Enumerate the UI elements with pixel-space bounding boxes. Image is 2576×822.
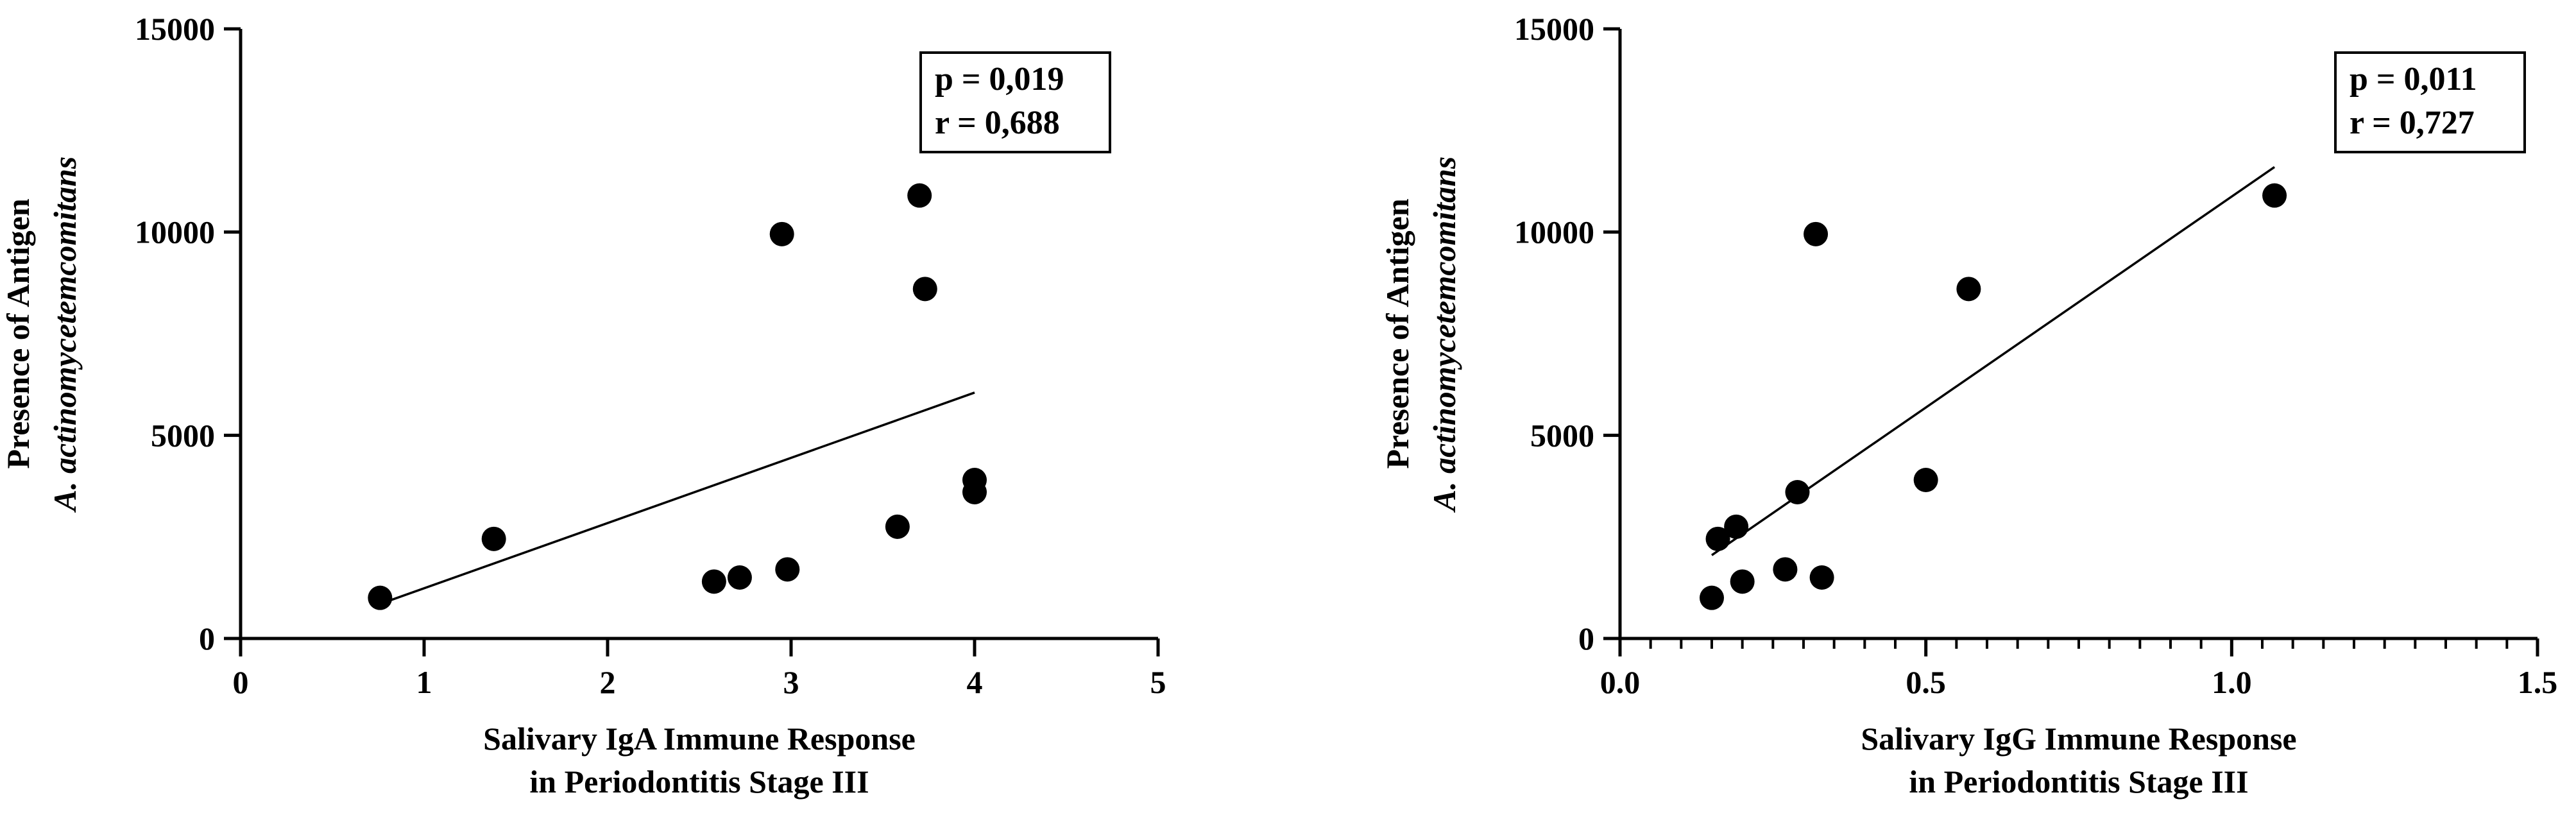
chart-panel-2: 0 5000 10000 15000 0.0 0.5 1.0 1.5 Salivary IgG … bbox=[1379, 11, 2557, 800]
x-tick-label: 0 bbox=[233, 664, 249, 700]
data-point bbox=[1700, 585, 1724, 610]
y-tick-label: 0 bbox=[1578, 621, 1594, 656]
data-point bbox=[368, 585, 393, 610]
y-tick-label: 5000 bbox=[1530, 417, 1594, 453]
data-point bbox=[1956, 277, 1981, 302]
data-point bbox=[1705, 526, 1730, 551]
data-point bbox=[701, 569, 726, 594]
stats-label: r = 0,688 bbox=[935, 105, 1060, 141]
y-tick-label: 15000 bbox=[135, 11, 215, 47]
x-axis-title-line-2: in Periodontitis Stage III bbox=[529, 764, 869, 800]
stats-box bbox=[919, 51, 1111, 153]
y-axis-title-line-2: A. actinomycetemcomitans bbox=[47, 157, 83, 513]
data-point bbox=[481, 526, 506, 551]
x-tick-label: 5 bbox=[1150, 664, 1166, 700]
x-tick-label: 4 bbox=[967, 664, 983, 700]
data-point bbox=[885, 514, 910, 539]
data-point bbox=[2262, 183, 2287, 208]
stats-box bbox=[2334, 51, 2526, 153]
data-point bbox=[1724, 514, 1749, 539]
y-axis-title-line-2: A. actinomycetemcomitans bbox=[1426, 157, 1462, 513]
regression-line bbox=[379, 391, 975, 605]
chart-panel-1: 0 5000 10000 15000 0 1 2 3 4 5 Salivary IgA Immune… bbox=[0, 11, 1166, 800]
x-tick-label: 0.5 bbox=[1906, 664, 1946, 700]
data-point bbox=[769, 221, 794, 246]
y-tick-label: 0 bbox=[199, 621, 215, 656]
x-tick-label: 3 bbox=[783, 664, 799, 700]
y-axis-title-line-1: Presence of Antigen bbox=[0, 198, 36, 468]
x-tick-label: 1.5 bbox=[2518, 664, 2558, 700]
data-point bbox=[1913, 468, 1938, 492]
data-point bbox=[1730, 569, 1755, 594]
data-point bbox=[962, 480, 987, 504]
x-axis-title-line-2: in Periodontitis Stage III bbox=[1909, 764, 2248, 800]
data-point bbox=[1804, 221, 1829, 246]
x-axis-title-line-1: Salivary IgA Immune Response bbox=[483, 721, 916, 757]
y-tick-label: 10000 bbox=[1514, 214, 1594, 250]
y-tick-label: 15000 bbox=[1514, 11, 1594, 47]
data-point bbox=[1785, 480, 1810, 504]
y-axis-title-line-1: Presence of Antigen bbox=[1379, 198, 1415, 468]
x-axis-title-line-1: Salivary IgG Immune Response bbox=[1861, 721, 2296, 757]
data-point bbox=[912, 277, 937, 302]
stats-label: p = 0,011 bbox=[2350, 61, 2477, 98]
stats-label: p = 0,019 bbox=[935, 61, 1064, 98]
data-point bbox=[727, 565, 752, 590]
x-tick-label: 1.0 bbox=[2212, 664, 2252, 700]
data-point bbox=[775, 557, 800, 582]
x-tick-label: 1 bbox=[416, 664, 432, 700]
y-tick-label: 5000 bbox=[151, 417, 215, 453]
data-point bbox=[907, 183, 932, 208]
data-point bbox=[1809, 565, 1834, 590]
data-point bbox=[1773, 557, 1798, 582]
x-tick-label: 2 bbox=[600, 664, 616, 700]
x-tick-label: 0.0 bbox=[1600, 664, 1641, 700]
stats-label: r = 0,727 bbox=[2350, 105, 2475, 141]
y-tick-label: 10000 bbox=[135, 214, 215, 250]
